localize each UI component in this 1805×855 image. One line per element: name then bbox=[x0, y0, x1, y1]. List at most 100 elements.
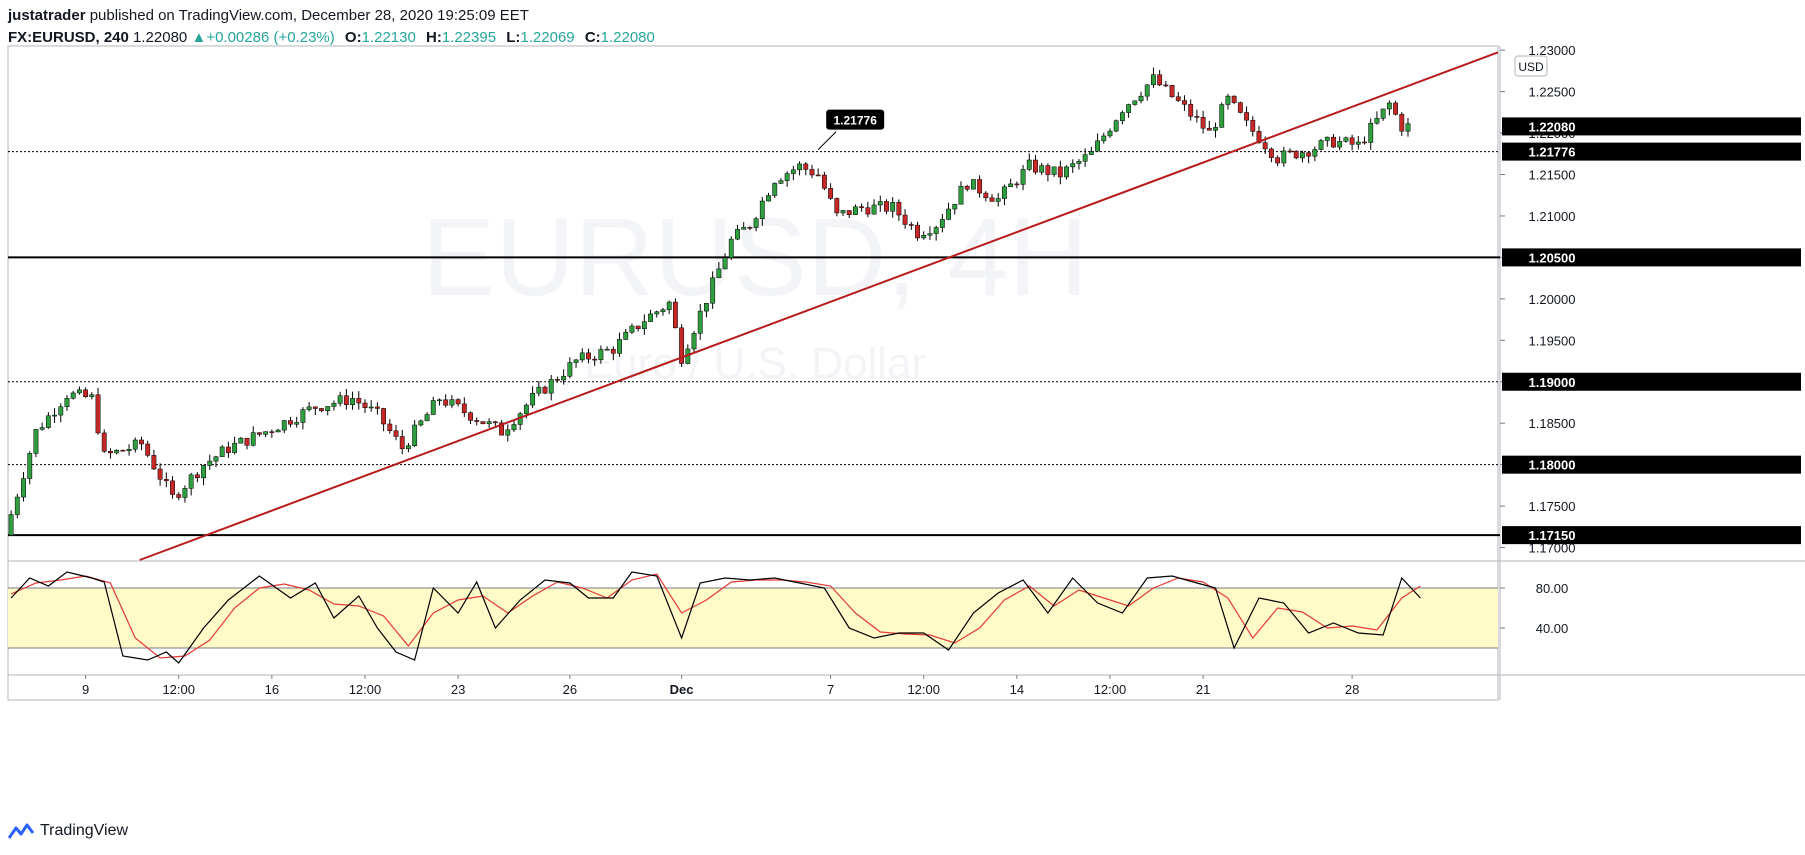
price-tick-label: 1.21000 bbox=[1529, 209, 1576, 224]
bullish-candle bbox=[1020, 169, 1026, 185]
time-tick-label: 7 bbox=[827, 682, 834, 697]
bullish-candle bbox=[530, 392, 536, 406]
bearish-candle bbox=[176, 494, 182, 498]
bullish-candle bbox=[281, 420, 287, 431]
bullish-candle bbox=[1213, 127, 1218, 131]
bullish-candle bbox=[70, 392, 76, 399]
bullish-candle bbox=[958, 185, 964, 205]
author-name[interactable]: justatrader bbox=[8, 7, 86, 24]
bullish-candle bbox=[418, 420, 424, 426]
bullish-candle bbox=[1343, 137, 1349, 142]
bullish-candle bbox=[1107, 130, 1113, 137]
bullish-candle bbox=[617, 339, 622, 354]
bullish-candle bbox=[716, 268, 722, 279]
bearish-candle bbox=[1250, 119, 1256, 132]
bullish-candle bbox=[871, 204, 877, 215]
bearish-candle bbox=[1349, 137, 1355, 145]
bullish-candle bbox=[1070, 163, 1076, 168]
bearish-candle bbox=[1200, 117, 1206, 129]
bearish-candle bbox=[393, 430, 399, 437]
bullish-candle bbox=[337, 395, 343, 404]
bearish-candle bbox=[983, 192, 989, 199]
bullish-candle bbox=[704, 303, 709, 312]
price-tick-label: 1.17500 bbox=[1529, 499, 1576, 514]
bullish-candle bbox=[853, 206, 858, 215]
bullish-candle bbox=[213, 456, 219, 462]
bearish-candle bbox=[145, 443, 151, 456]
bullish-candle bbox=[921, 234, 927, 239]
bearish-candle bbox=[1393, 102, 1398, 115]
bearish-candle bbox=[1244, 112, 1249, 121]
bullish-candle bbox=[89, 394, 95, 397]
bullish-candle bbox=[76, 389, 82, 394]
bullish-candle bbox=[1138, 95, 1144, 102]
bullish-candle bbox=[1088, 151, 1094, 155]
bearish-candle bbox=[1206, 127, 1212, 131]
time-tick-label: 28 bbox=[1345, 682, 1359, 697]
bullish-candle bbox=[772, 183, 778, 196]
bearish-candle bbox=[803, 163, 809, 170]
symbol-label[interactable]: FX:EURUSD, 240 bbox=[8, 29, 129, 46]
bullish-candle bbox=[1026, 159, 1032, 170]
bearish-candle bbox=[1175, 96, 1181, 101]
bearish-candle bbox=[592, 358, 598, 361]
bullish-candle bbox=[27, 453, 33, 479]
bearish-candle bbox=[151, 455, 157, 470]
bearish-candle bbox=[1237, 102, 1243, 113]
bullish-candle bbox=[250, 432, 256, 446]
level-price-badge bbox=[1502, 372, 1801, 391]
bearish-candle bbox=[492, 421, 498, 424]
bearish-candle bbox=[915, 224, 920, 239]
callout-box bbox=[826, 109, 885, 130]
price-tick-label: 1.20000 bbox=[1529, 292, 1576, 307]
tradingview-logo-icon bbox=[8, 823, 34, 839]
oscillator-tick-label: 40.00 bbox=[1536, 621, 1569, 636]
bullish-candle bbox=[294, 422, 300, 425]
bearish-candle bbox=[610, 348, 616, 354]
trendline bbox=[139, 51, 1499, 561]
bullish-candle bbox=[437, 399, 442, 402]
bearish-candle bbox=[101, 432, 107, 452]
bullish-candle bbox=[946, 208, 951, 220]
bearish-candle bbox=[468, 412, 473, 421]
bearish-candle bbox=[672, 301, 678, 329]
bearish-candle bbox=[828, 188, 834, 199]
bullish-candle bbox=[350, 398, 355, 406]
bullish-candle bbox=[1051, 166, 1057, 175]
bullish-candle bbox=[8, 514, 14, 536]
bearish-candle bbox=[896, 202, 902, 216]
bearish-candle bbox=[846, 210, 852, 215]
bearish-candle bbox=[1231, 95, 1237, 103]
bullish-candle bbox=[1132, 100, 1138, 105]
bearish-candle bbox=[480, 421, 486, 425]
bearish-candle bbox=[586, 352, 591, 360]
high-value: 1.22395 bbox=[441, 29, 497, 46]
bullish-candle bbox=[722, 257, 728, 270]
bullish-candle bbox=[275, 429, 281, 433]
stochastic-d-line bbox=[10, 573, 1421, 659]
close-value: 1.22080 bbox=[600, 29, 655, 46]
bullish-candle bbox=[114, 449, 120, 454]
stochastic-k-line bbox=[10, 571, 1421, 664]
bullish-candle bbox=[877, 201, 883, 206]
bullish-candle bbox=[232, 442, 238, 453]
bullish-candle bbox=[697, 310, 703, 334]
bullish-candle bbox=[132, 439, 138, 450]
bearish-candle bbox=[269, 431, 275, 433]
tradingview-logo[interactable]: TradingView bbox=[8, 822, 128, 840]
bearish-candle bbox=[139, 439, 144, 445]
time-tick-label: 16 bbox=[265, 682, 279, 697]
logo-text: TradingView bbox=[40, 822, 129, 839]
time-tick-label: 12:00 bbox=[907, 682, 940, 697]
bearish-candle bbox=[83, 389, 89, 397]
bullish-candle bbox=[629, 325, 635, 333]
bullish-candle bbox=[970, 179, 976, 190]
bullish-candle bbox=[641, 321, 647, 330]
bearish-candle bbox=[1293, 150, 1299, 159]
bullish-candle bbox=[623, 331, 629, 340]
level-price-label: 1.18000 bbox=[1529, 458, 1576, 473]
bearish-candle bbox=[244, 437, 250, 446]
time-tick-label: 14 bbox=[1010, 682, 1024, 697]
bearish-candle bbox=[108, 451, 113, 454]
